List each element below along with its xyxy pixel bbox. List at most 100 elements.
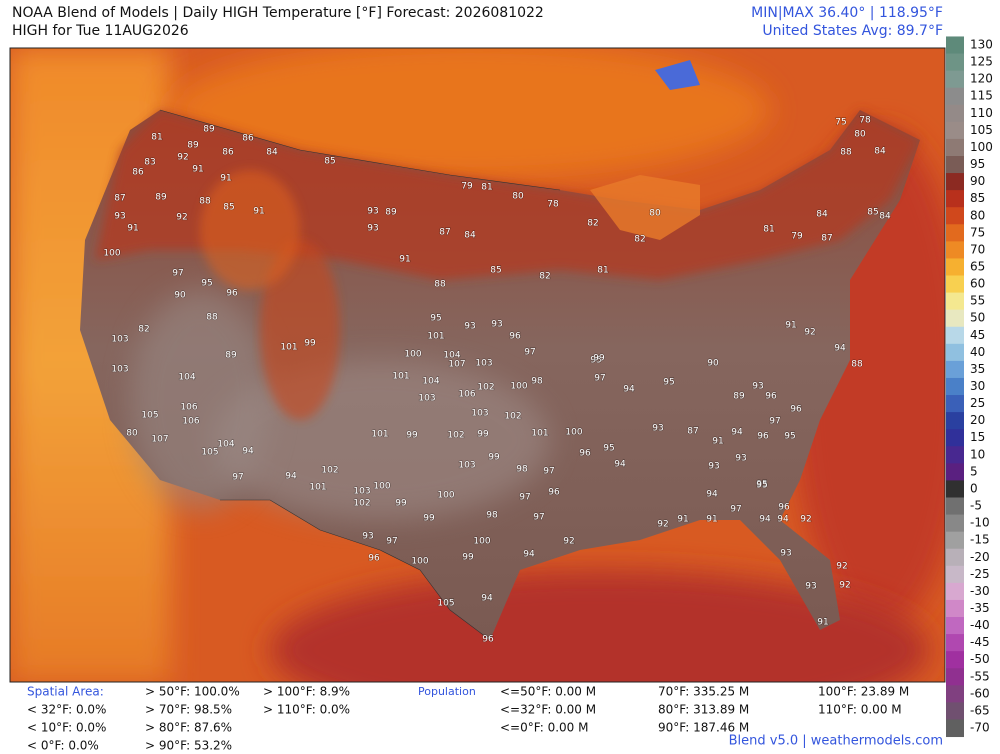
station-temperature: 106 [180,403,197,413]
station-temperature: 96 [482,635,494,645]
station-temperature: 102 [477,383,494,393]
station-temperature: 93 [114,212,125,222]
station-temperature: 89 [733,392,745,402]
station-temperature: 97 [533,513,544,523]
colorbar-segment [946,651,964,669]
station-temperature: 103 [353,487,370,497]
colorbar-tick-label: 20 [970,413,985,427]
credit: Blend v5.0 | weathermodels.com [729,734,943,749]
colorbar-tick-label: 120 [970,72,993,86]
station-temperature: 91 [712,437,723,447]
station-temperature: 93 [780,549,791,559]
station-temperature: 96 [765,392,777,402]
station-temperature: 85 [223,203,234,213]
area-stat: > 70°F: 98.5% [145,703,232,717]
station-temperature: 98 [486,511,498,521]
station-temperature: 95 [756,480,767,490]
station-temperature: 93 [362,532,373,542]
area-stat: > 100°F: 8.9% [263,685,350,699]
station-temperature: 82 [634,235,645,245]
station-temperature: 94 [834,344,846,354]
station-temperature: 97 [232,473,243,483]
colorbar-tick-label: -45 [970,635,990,649]
colorbar-tick-label: -60 [970,686,990,700]
station-temperature: 104 [443,351,460,361]
map-frame [9,47,946,683]
station-temperature: 94 [614,460,626,470]
station-temperature: 88 [434,280,446,290]
min-max: MIN|MAX 36.40° | 118.95°F [751,5,943,21]
station-temperature: 96 [548,488,560,498]
colorbar-tick-label: 100 [970,140,993,154]
colorbar-segment [946,360,964,379]
station-temperature: 103 [458,461,475,471]
colorbar-segment [946,36,964,55]
colorbar-tick-label: 50 [970,311,985,325]
colorbar-tick-label: 60 [970,277,985,291]
station-temperature: 100 [473,537,490,547]
station-temperature: 95 [430,314,441,324]
footer: Spatial Area: < 32°F: 0.0% < 10°F: 0.0% < 0… [27,685,943,753]
station-temperature: 105 [437,599,454,609]
station-temperature: 82 [138,325,149,335]
station-temperature: 95 [756,481,767,491]
station-temperature: 96 [509,332,521,342]
station-temperature: 103 [471,409,488,419]
colorbar-tick-label: -20 [970,550,990,564]
station-temperature: 84 [874,147,886,157]
station-temperature: 100 [103,249,120,259]
station-temperature: 93 [735,454,746,464]
station-temperature: 99 [423,514,435,524]
station-temperature: 90 [174,291,186,301]
station-temperature: 95 [590,356,601,366]
colorbar-segment [946,497,964,516]
station-temperature: 92 [839,581,850,591]
station-temperature: 88 [840,148,852,158]
station-temperature: 85 [324,157,335,167]
station-temperature: 92 [563,537,574,547]
station-temperature: 88 [206,313,218,323]
station-temperature: 96 [226,289,238,299]
area-label: Spatial Area: [27,685,104,699]
station-temperature: 89 [187,141,199,151]
colorbar-segment [946,275,964,294]
area-stat: > 80°F: 87.6% [145,721,232,735]
station-temperature: 91 [253,207,264,217]
station-temperature: 94 [285,472,297,482]
station-temperature: 95 [603,444,614,454]
station-temperature: 92 [804,328,815,338]
station-temperature: 97 [386,537,397,547]
station-temperature: 92 [800,515,811,525]
station-temperature: 100 [411,557,428,567]
station-temperature: 92 [176,213,187,223]
area-stat: > 90°F: 53.2% [145,739,232,751]
station-temperature: 98 [531,377,543,387]
station-temperature: 94 [759,515,771,525]
colorbar-tick-label: 35 [970,362,985,376]
average: United States Avg: 89.7°F [762,23,943,39]
station-temperature: 91 [220,174,231,184]
colorbar-segment [946,617,964,635]
station-temperature: 93 [752,382,763,392]
station-temperature: 99 [304,339,316,349]
colorbar-segment [946,599,964,618]
station-temperature: 81 [763,225,774,235]
colorbar-segment [946,548,964,567]
station-temperature: 100 [437,491,454,501]
colorbar-tick-label: -70 [970,721,990,735]
station-temperature: 105 [201,448,218,458]
station-temperature: 97 [594,374,605,384]
colorbar-segment [946,121,964,140]
colorbar-segment [946,190,964,208]
colorbar-segment [946,719,964,738]
station-temperature: 107 [448,360,465,370]
station-temperature: 88 [199,197,211,207]
colorbar-segment [946,53,964,72]
colorbar-segment [946,463,964,481]
population-stat: 90°F: 187.46 M [658,721,749,735]
station-temperature: 95 [663,378,674,388]
station-temperature: 85 [490,266,501,276]
population-stat: <=50°F: 0.00 M [500,685,596,699]
station-temperature: 78 [859,116,871,126]
